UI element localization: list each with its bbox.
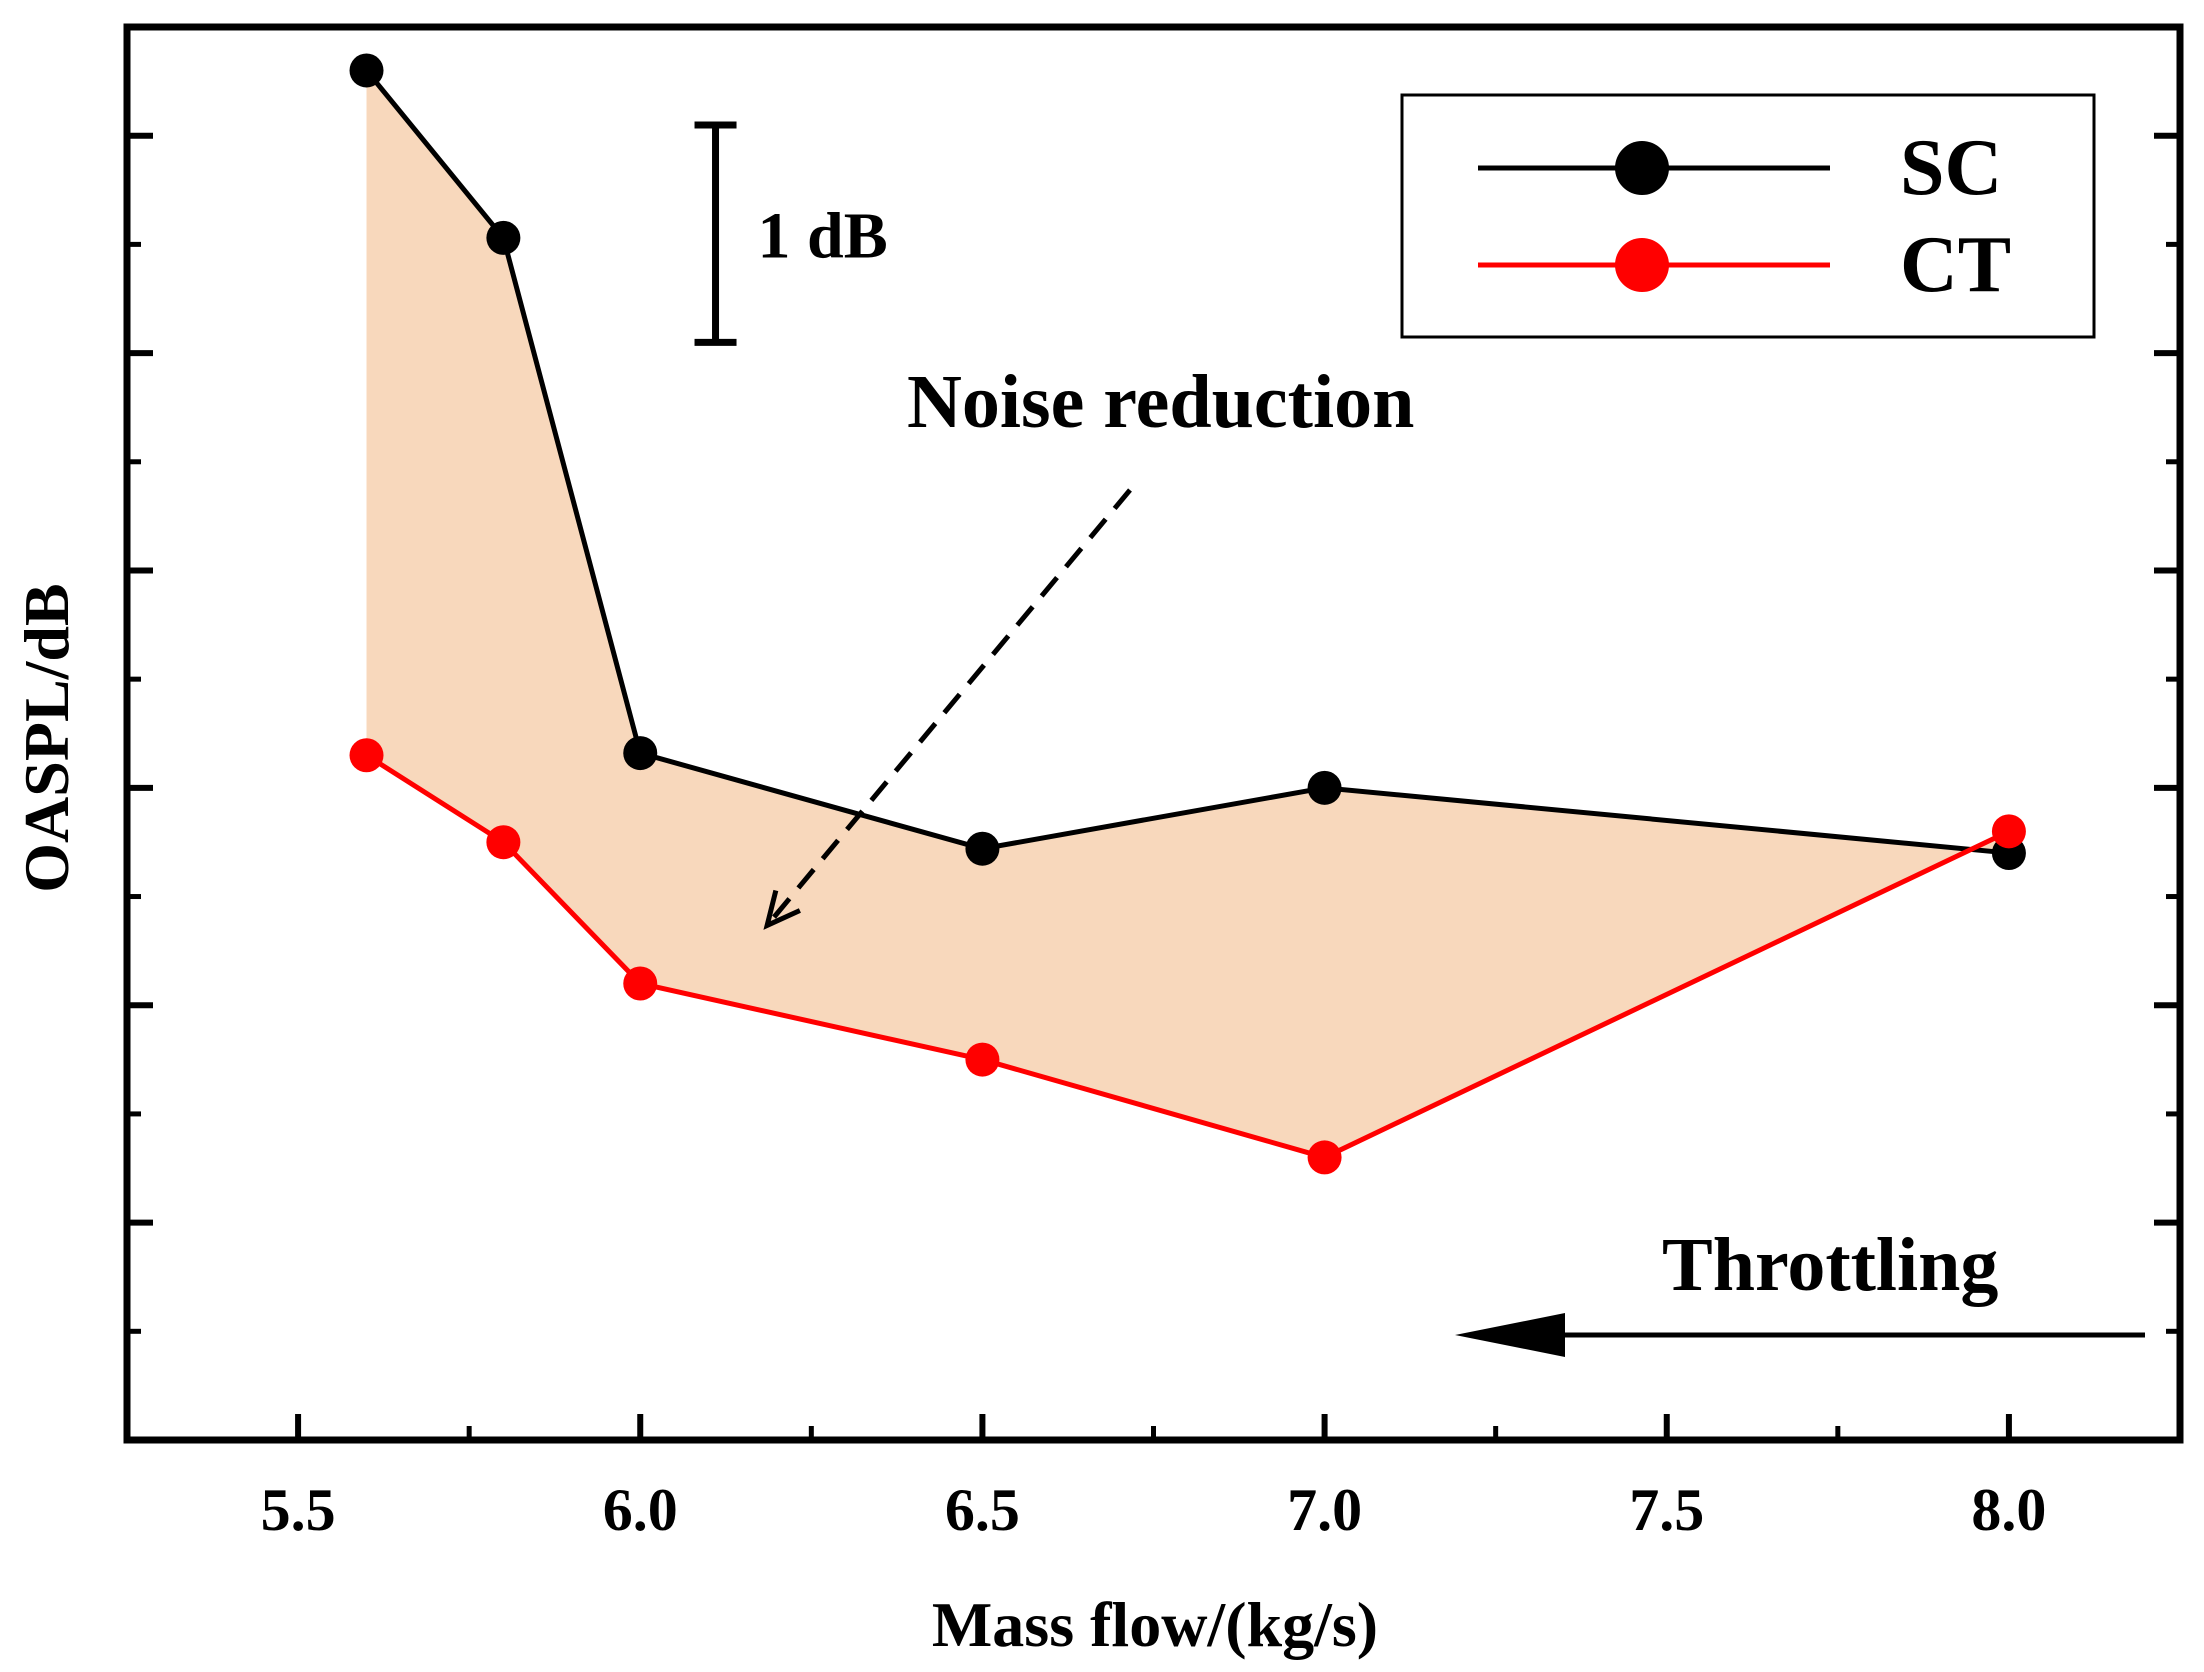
point-ct: [1307, 1140, 1342, 1175]
noise-reduction-annotation: Noise reduction: [763, 360, 1414, 930]
point-sc: [486, 220, 521, 255]
point-ct: [623, 966, 658, 1001]
legend: SC CT: [1400, 93, 2096, 339]
axis-ticks: [127, 132, 2180, 1440]
point-sc: [965, 831, 1000, 866]
legend-marker-sc: [1615, 141, 1669, 195]
scale-bar-annotation: 1 dB: [694, 121, 888, 346]
throttling-label: Throttling: [1662, 1223, 1998, 1307]
x-tick-label: 7.0: [1287, 1477, 1362, 1543]
x-tick-label: 7.5: [1629, 1477, 1704, 1543]
point-ct: [486, 825, 521, 860]
point-ct: [965, 1042, 1000, 1077]
noise-reduction-arrow-head: [763, 889, 801, 930]
point-sc: [1307, 770, 1342, 805]
series-layer: [349, 53, 2026, 1175]
throttling-arrow-head: [1455, 1313, 1565, 1357]
y-axis-label: OASPL/dB: [11, 583, 82, 892]
point-ct: [1991, 814, 2026, 849]
noise-reduction-band: [366, 70, 2009, 1158]
point-ct: [349, 738, 384, 773]
x-tick-label: 6.0: [603, 1477, 678, 1543]
throttling-annotation: Throttling: [1455, 1223, 2145, 1357]
noise-reduction-label: Noise reduction: [907, 360, 1414, 444]
point-sc: [349, 53, 384, 88]
plot-frame: [123, 23, 2184, 1444]
legend-label-sc: SC: [1900, 124, 2002, 212]
legend-box: [1400, 93, 2096, 339]
series-line-ct: [365, 753, 2010, 1161]
x-axis-label: Mass flow/(kg/s): [932, 1589, 1378, 1660]
x-tick-label: 6.5: [945, 1477, 1020, 1543]
scale-bar-label: 1 dB: [758, 200, 888, 273]
series-line-sc: [364, 68, 2010, 856]
x-tick-labels: 5.5 6.0 6.5 7.0 7.5 8.0: [261, 1477, 2047, 1543]
x-tick-label: 5.5: [261, 1477, 336, 1543]
legend-label-ct: CT: [1900, 221, 2011, 309]
legend-marker-ct: [1615, 238, 1669, 292]
x-tick-label: 8.0: [1971, 1477, 2046, 1543]
point-sc: [623, 736, 658, 771]
noise-reduction-arrow-line: [765, 488, 1132, 928]
